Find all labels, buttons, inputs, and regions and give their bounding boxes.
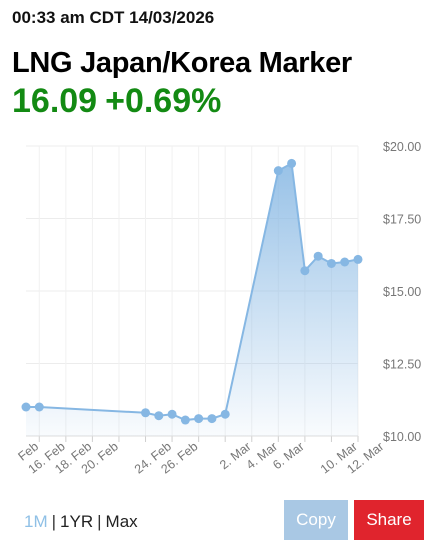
timestamp: 00:33 am CDT 14/03/2026 [12, 8, 215, 27]
data-point [340, 257, 350, 267]
data-point [287, 158, 297, 168]
page-title: LNG Japan/Korea Marker [12, 47, 352, 79]
data-point [273, 166, 283, 176]
data-point [194, 414, 204, 424]
range-max[interactable]: Max [105, 512, 138, 531]
data-point [353, 254, 363, 264]
y-tick-label: $10.00 [383, 430, 421, 444]
current-price: 16.09 [12, 82, 98, 120]
area-fill [26, 163, 358, 436]
data-point [313, 251, 323, 261]
data-point [220, 409, 230, 419]
range-1yr[interactable]: 1YR [60, 512, 94, 531]
y-tick-label: $20.00 [383, 140, 421, 154]
y-tick-label: $12.50 [383, 358, 421, 372]
data-point [167, 409, 177, 419]
range-1m[interactable]: 1M [24, 512, 48, 531]
series-line [26, 161, 359, 422]
data-point [300, 266, 310, 276]
data-point [207, 414, 217, 424]
price-row: 16.09 +0.69% [12, 82, 229, 121]
data-point [34, 402, 44, 412]
x-tick-label: 6. Mar [270, 439, 307, 472]
y-tick-label: $17.50 [383, 213, 421, 227]
chart-area [26, 161, 359, 436]
y-axis-labels: $10.00 $12.50 $15.00 $17.50 $20.00 [383, 140, 421, 444]
data-point [154, 411, 164, 421]
range-separator: | [97, 512, 102, 531]
y-tick-label: $15.00 [383, 285, 421, 299]
share-button[interactable]: Share [354, 500, 424, 540]
data-point [21, 402, 31, 412]
data-point [180, 415, 190, 425]
data-point [141, 408, 151, 418]
range-selector: 1M | 1YR | Max [24, 512, 138, 532]
copy-button[interactable]: Copy [284, 500, 348, 540]
price-change: +0.69% [105, 82, 222, 120]
data-point [326, 258, 336, 268]
range-separator: | [51, 512, 57, 531]
chart-points [21, 158, 363, 425]
